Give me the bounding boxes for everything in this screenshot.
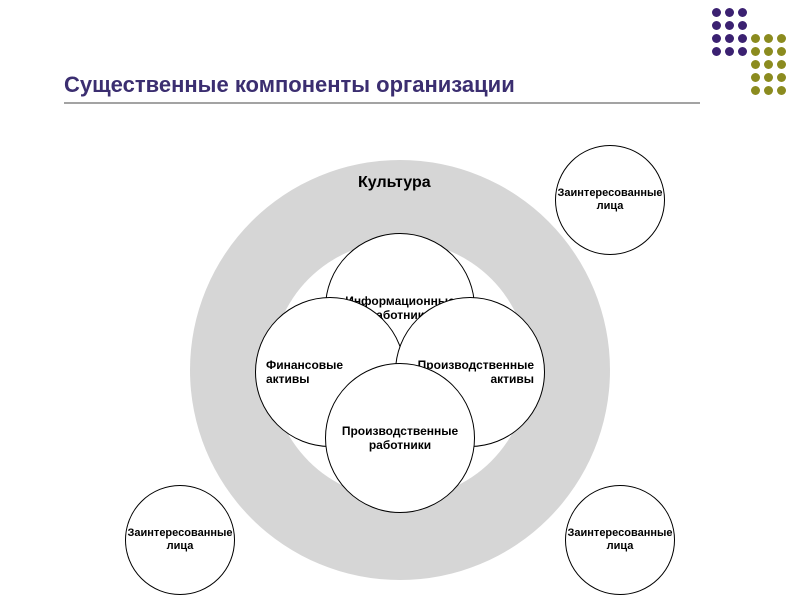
decorative-dot [738,8,747,17]
decorative-dot [712,8,721,17]
decorative-dot [738,21,747,30]
stakeholder-sh-top-right-line2: лица [558,200,663,213]
decorative-dot [751,34,760,43]
page-title: Существенные компоненты организации [64,72,515,98]
decorative-dot [777,60,786,69]
decorative-dot [712,60,721,69]
decorative-dot [738,86,747,95]
stakeholder-sh-bot-left-line2: лица [128,540,233,553]
stakeholder-sh-bot-left: Заинтересованныелица [125,485,235,595]
decorative-dot [725,21,734,30]
venn-prod-workers-line2: работники [342,438,458,452]
decorative-dot [738,47,747,56]
stakeholder-sh-bot-left-line1: Заинтересованные [128,527,233,540]
decorative-dot [725,8,734,17]
venn-fin-assets-line2: активы [266,372,343,386]
decorative-dot [725,86,734,95]
decorative-dot [777,8,786,17]
stakeholder-sh-bot-right-line1: Заинтересованные [568,527,673,540]
title-underline [64,102,700,104]
venn-fin-assets-line1: Финансовые [266,358,343,372]
decorative-dot [725,47,734,56]
decorative-dot [712,34,721,43]
decorative-dot [712,86,721,95]
decorative-dot [712,73,721,82]
decorative-dot [764,86,773,95]
stakeholder-sh-top-right: Заинтересованныелица [555,145,665,255]
decorative-dot [777,86,786,95]
decorative-dot [764,60,773,69]
decorative-dot [764,21,773,30]
decorative-dot [777,21,786,30]
diagram: Культура ИнформационныеработникиФинансов… [110,140,690,600]
decorative-dot [777,47,786,56]
decorative-dot [777,34,786,43]
decorative-dot [764,34,773,43]
decorative-dot [751,8,760,17]
decorative-dot [751,60,760,69]
stakeholder-sh-bot-right: Заинтересованныелица [565,485,675,595]
decorative-dot [738,34,747,43]
decorative-dot [712,47,721,56]
decorative-dot [751,73,760,82]
stakeholder-sh-bot-right-line2: лица [568,540,673,553]
decorative-dot [751,86,760,95]
corner-dot-pattern [712,8,786,95]
decorative-dot [738,60,747,69]
decorative-dot [777,73,786,82]
decorative-dot [764,73,773,82]
venn-prod-workers: Производственныеработники [325,363,475,513]
decorative-dot [725,73,734,82]
decorative-dot [764,8,773,17]
decorative-dot [751,47,760,56]
culture-label: Культура [358,174,431,192]
decorative-dot [725,34,734,43]
decorative-dot [764,47,773,56]
decorative-dot [712,21,721,30]
venn-prod-workers-line1: Производственные [342,424,458,438]
decorative-dot [725,60,734,69]
decorative-dot [738,73,747,82]
decorative-dot [751,21,760,30]
venn-prod-assets-line1: Производственные [418,358,534,372]
stakeholder-sh-top-right-line1: Заинтересованные [558,187,663,200]
